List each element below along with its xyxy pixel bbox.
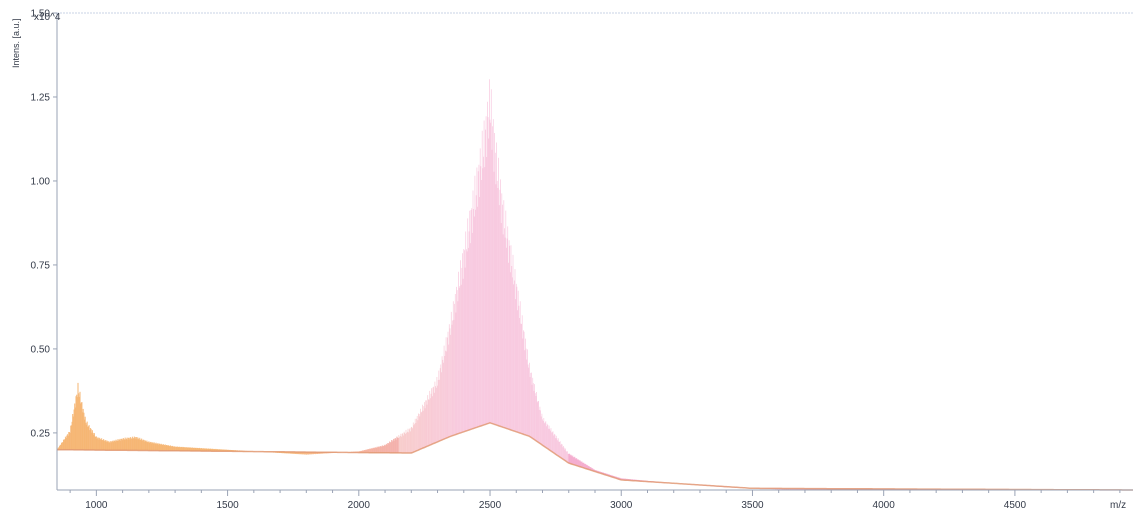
- x-axis-label: m/z: [1110, 500, 1126, 511]
- x-tick-label: 3500: [741, 500, 764, 511]
- x-tick-label: 2500: [479, 500, 502, 511]
- x-tick-label: 4000: [873, 500, 896, 511]
- spectrum-signal: [57, 79, 1133, 491]
- y-tick-label: 0.25: [31, 428, 51, 439]
- y-axis-ticks: 0.25 0.50 0.75 1.00 1.25 1.50: [31, 9, 57, 439]
- y-tick-label: 1.25: [31, 92, 51, 103]
- x-axis-ticks: 1000 1500 2000 2500 3000 3500 4000 4500: [69, 490, 1121, 511]
- y-tick-label: 1.50: [31, 9, 51, 20]
- x-tick-label: 4500: [1004, 500, 1027, 511]
- y-tick-label: 0.50: [31, 344, 51, 355]
- y-tick-label: 0.75: [31, 260, 51, 271]
- y-tick-label: 1.00: [31, 176, 51, 187]
- y-axis-label: Intens. [a.u.]: [11, 18, 21, 68]
- x-tick-label: 1000: [85, 500, 108, 511]
- y-axis-multiplier: x10^4: [34, 12, 61, 23]
- x-tick-label: 2000: [348, 500, 371, 511]
- spectrum-baseline-trace: [57, 421, 1133, 491]
- x-tick-label: 3000: [610, 500, 633, 511]
- x-tick-label: 1500: [216, 500, 239, 511]
